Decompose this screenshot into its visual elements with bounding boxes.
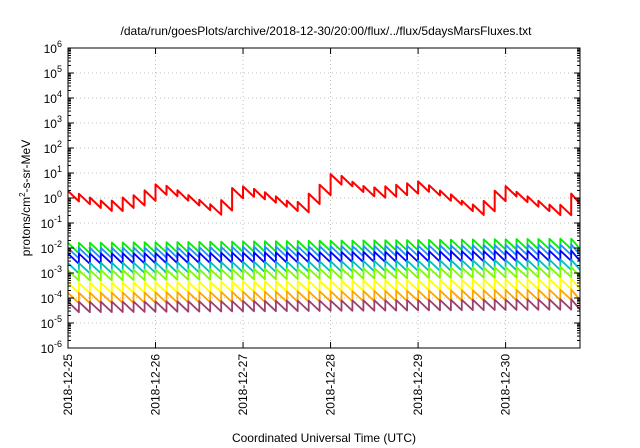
y-tick-exponent: -2 (54, 239, 62, 249)
y-tick-label: 10-4 (41, 289, 62, 306)
series-line-5 (67, 265, 581, 282)
y-tick-base: 10 (44, 92, 58, 106)
x-tick-label: 2018-12-28 (324, 354, 338, 416)
y-tick-exponent: 4 (57, 89, 62, 99)
y-tick-label: 103 (44, 114, 62, 131)
x-axis-label: Coordinated Universal Time (UTC) (232, 431, 416, 445)
y-tick-label: 10-5 (41, 314, 62, 331)
y-axis-label: protons/cm2-s-sr-MeV (18, 140, 33, 256)
y-tick-base: 10 (41, 242, 55, 256)
y-tick-label: 10-3 (41, 264, 62, 281)
y-tick-exponent: -6 (54, 339, 62, 349)
series-line-0 (67, 173, 581, 217)
y-tick-base: 10 (41, 342, 55, 356)
y-tick-label: 105 (44, 64, 62, 81)
series-line-7 (67, 288, 581, 305)
y-tick-label: 10-2 (41, 239, 62, 256)
axis-ticks: 10-610-510-410-310-210-11001011021031041… (41, 39, 580, 415)
y-tick-base: 10 (44, 117, 58, 131)
series-layer (67, 173, 581, 314)
series-line-3 (67, 249, 581, 265)
y-tick-label: 101 (44, 164, 62, 181)
y-tick-base: 10 (41, 317, 55, 331)
y-tick-label: 104 (44, 89, 62, 106)
x-tick-label: 2018-12-26 (149, 354, 163, 416)
y-tick-exponent: 5 (57, 64, 62, 74)
y-axis-label-rest: -s-sr-MeV (19, 140, 33, 193)
y-tick-label: 106 (44, 39, 62, 56)
x-tick-label: 2018-12-25 (61, 354, 75, 416)
y-tick-exponent: -3 (54, 264, 62, 274)
series-line-6 (67, 277, 581, 295)
y-tick-base: 10 (44, 67, 58, 81)
y-tick-base: 10 (41, 267, 55, 281)
y-tick-exponent: 6 (57, 39, 62, 49)
chart-title: /data/run/goesPlots/archive/2018-12-30/2… (121, 24, 533, 38)
y-tick-base: 10 (41, 292, 55, 306)
y-tick-label: 102 (44, 139, 62, 156)
y-tick-exponent: -5 (54, 314, 62, 324)
x-tick-label: 2018-12-30 (499, 354, 513, 416)
y-tick-label: 100 (44, 189, 62, 206)
y-tick-exponent: 1 (57, 164, 62, 174)
x-tick-label: 2018-12-29 (411, 354, 425, 416)
y-tick-base: 10 (44, 167, 58, 181)
y-tick-base: 10 (44, 192, 58, 206)
y-tick-exponent: 3 (57, 114, 62, 124)
y-tick-label: 10-1 (41, 214, 62, 231)
y-tick-exponent: -4 (54, 289, 62, 299)
y-tick-exponent: 0 (57, 189, 62, 199)
y-tick-exponent: -1 (54, 214, 62, 224)
y-axis-label-sup: 2 (18, 192, 27, 197)
x-tick-label: 2018-12-27 (236, 354, 250, 416)
y-tick-label: 10-6 (41, 339, 62, 356)
y-tick-base: 10 (44, 42, 58, 56)
y-axis-label-base: protons/cm (19, 197, 33, 256)
series-line-4 (67, 258, 581, 275)
y-tick-base: 10 (41, 217, 55, 231)
y-tick-exponent: 2 (57, 139, 62, 149)
y-tick-base: 10 (44, 142, 58, 156)
series-line-8 (67, 298, 581, 314)
